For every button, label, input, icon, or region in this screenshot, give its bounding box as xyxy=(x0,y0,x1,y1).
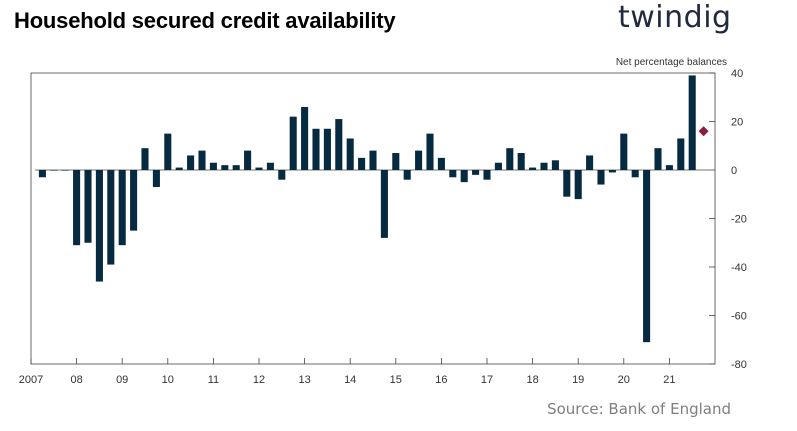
bar xyxy=(312,128,320,170)
x-tick-label: 16 xyxy=(435,374,447,386)
bar xyxy=(198,150,206,170)
bar xyxy=(597,170,605,185)
bar xyxy=(449,170,457,178)
bar xyxy=(335,119,343,170)
source-note: Source: Bank of England xyxy=(547,400,731,418)
bar xyxy=(494,162,502,170)
bar xyxy=(95,170,103,282)
bar xyxy=(643,170,651,343)
bar xyxy=(529,167,537,170)
bar xyxy=(244,150,252,170)
y-tick-label: -20 xyxy=(731,214,747,226)
plot-area: 40 20 0 -20 -40 -60 -80 Net percentage balances… xyxy=(19,57,747,386)
bar xyxy=(415,150,423,170)
x-tick-label: 17 xyxy=(481,374,493,386)
bar xyxy=(255,167,263,170)
bar xyxy=(301,106,309,170)
bar xyxy=(164,133,172,170)
bar xyxy=(563,170,571,197)
bar xyxy=(346,138,354,170)
x-tick-label: 12 xyxy=(253,374,265,386)
x-tick-label: 09 xyxy=(116,374,128,386)
bar xyxy=(221,165,229,170)
x-tick-label: 14 xyxy=(344,374,356,386)
bar xyxy=(50,170,58,171)
bar xyxy=(586,155,594,170)
y-tick-label: -60 xyxy=(731,311,747,323)
bar xyxy=(677,138,685,170)
x-tick-label: 18 xyxy=(526,374,538,386)
bar xyxy=(665,165,673,170)
bar xyxy=(551,160,559,170)
bar xyxy=(107,170,115,265)
y-tick-label: 0 xyxy=(731,165,737,177)
bar xyxy=(266,162,274,170)
bar xyxy=(608,170,616,173)
bar xyxy=(118,170,126,246)
y-axis-label: Net percentage balances xyxy=(616,57,727,68)
x-tick-label: 2007 xyxy=(19,374,43,386)
bar xyxy=(574,170,582,200)
twindig-logo: twindig xyxy=(618,0,732,35)
x-tick-label: 10 xyxy=(162,374,174,386)
bar xyxy=(688,75,696,170)
bar xyxy=(187,155,195,170)
bar xyxy=(369,150,377,170)
x-tick-label: 20 xyxy=(618,374,630,386)
bar xyxy=(506,148,514,170)
bar xyxy=(460,170,468,183)
y-tick-label: -40 xyxy=(731,262,747,274)
bar xyxy=(472,170,480,175)
bar xyxy=(278,170,286,180)
bar xyxy=(141,148,149,170)
bar xyxy=(392,153,400,170)
bar xyxy=(38,170,46,178)
bar xyxy=(209,162,217,170)
x-tick-label: 11 xyxy=(208,374,219,386)
bar xyxy=(358,157,366,170)
bar xyxy=(323,128,331,170)
bar xyxy=(437,157,445,170)
y-tick-label: -80 xyxy=(731,359,747,371)
bar xyxy=(426,133,434,170)
bar xyxy=(631,170,639,178)
bar xyxy=(403,170,411,180)
x-tick-label: 21 xyxy=(663,374,675,386)
bar xyxy=(380,170,388,238)
bar xyxy=(540,162,548,170)
bar xyxy=(84,170,92,243)
bar xyxy=(654,148,662,170)
y-tick-label: 40 xyxy=(731,68,743,80)
bar xyxy=(289,116,297,170)
bar xyxy=(61,170,69,171)
bar xyxy=(517,153,525,170)
bar xyxy=(73,170,81,246)
y-tick-label: 20 xyxy=(731,117,743,129)
chart-title: Household secured credit availability xyxy=(14,8,396,33)
bar xyxy=(152,170,160,187)
x-tick-label: 08 xyxy=(70,374,82,386)
bar xyxy=(620,133,628,170)
bar xyxy=(130,170,138,231)
bar xyxy=(175,167,183,170)
x-tick-label: 19 xyxy=(572,374,584,386)
x-tick-label: 15 xyxy=(390,374,402,386)
x-tick-label: 13 xyxy=(298,374,310,386)
bar xyxy=(483,170,491,180)
bar xyxy=(232,165,240,170)
projection-marker xyxy=(698,126,709,137)
